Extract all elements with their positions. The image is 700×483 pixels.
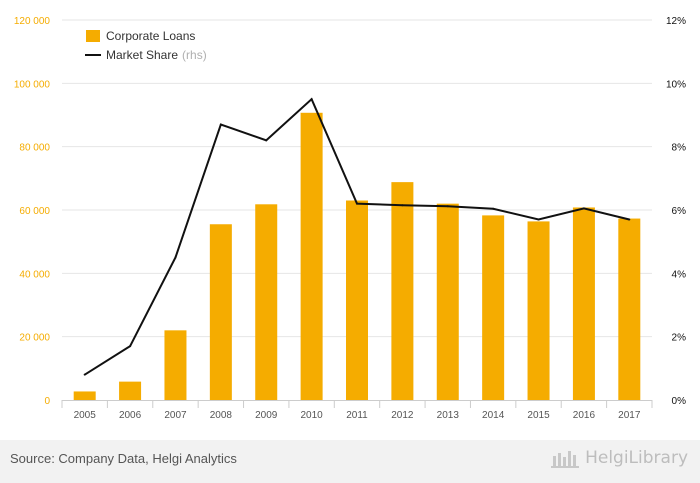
x-tick-label: 2010 bbox=[300, 410, 323, 421]
line-point-2007 bbox=[174, 256, 177, 259]
y-right-tick-label: 10% bbox=[666, 79, 686, 90]
x-tick-label: 2009 bbox=[255, 410, 278, 421]
line-point-2014 bbox=[492, 207, 495, 210]
right-axis: 0% 2% 4% 6% 8% 10% 12% bbox=[666, 16, 686, 407]
y-right-tick-label: 6% bbox=[672, 206, 687, 217]
x-tick-label: 2017 bbox=[618, 410, 641, 421]
brand-name: HelgiLibrary bbox=[585, 448, 688, 468]
legend: Corporate Loans Market Share (rhs) bbox=[85, 29, 207, 62]
line-point-2008 bbox=[219, 123, 222, 126]
bar-2006 bbox=[119, 381, 142, 400]
legend-label-corporate-loans: Corporate Loans bbox=[106, 29, 195, 43]
bar-2014 bbox=[482, 215, 505, 400]
line-point-2010 bbox=[310, 98, 313, 101]
line-point-2016 bbox=[582, 207, 585, 210]
x-tick-label: 2007 bbox=[164, 410, 187, 421]
x-tick-label: 2013 bbox=[437, 410, 460, 421]
x-tick-label: 2005 bbox=[74, 410, 97, 421]
y-left-tick-label: 40 000 bbox=[19, 269, 50, 280]
bar-2017 bbox=[618, 218, 641, 400]
line-point-2009 bbox=[265, 139, 268, 142]
y-left-tick-label: 20 000 bbox=[19, 333, 50, 344]
line-point-2006 bbox=[129, 345, 132, 348]
bar-series bbox=[73, 112, 641, 401]
x-tick-label: 2015 bbox=[527, 410, 550, 421]
x-tick-label: 2014 bbox=[482, 410, 505, 421]
y-right-tick-label: 4% bbox=[672, 269, 687, 280]
line-series bbox=[83, 97, 631, 376]
legend-swatch-corporate-loans bbox=[86, 30, 100, 42]
bar-2016 bbox=[572, 207, 595, 400]
x-tick-label: 2016 bbox=[573, 410, 596, 421]
footer: Source: Company Data, Helgi Analytics He… bbox=[0, 440, 700, 483]
x-axis: 2005 2006 2007 2008 2009 2010 2011 2012 2013 2014… bbox=[61, 400, 653, 421]
x-tick-label: 2011 bbox=[346, 410, 368, 421]
y-right-tick-label: 0% bbox=[672, 396, 687, 407]
bar-2011 bbox=[346, 200, 368, 400]
x-tick-label: 2012 bbox=[391, 410, 414, 421]
line-point-2017 bbox=[628, 218, 631, 221]
bar-2005 bbox=[73, 391, 96, 400]
line-point-2012 bbox=[401, 204, 404, 207]
y-left-tick-label: 100 000 bbox=[14, 79, 51, 90]
source-text: Source: Company Data, Helgi Analytics bbox=[10, 451, 237, 466]
chart: 0 20 000 40 000 60 000 80 000 100 000 120 000 … bbox=[14, 16, 686, 421]
bar-2010 bbox=[300, 112, 323, 401]
y-right-tick-label: 2% bbox=[672, 333, 687, 344]
legend-series-suffix: (rhs) bbox=[182, 48, 207, 62]
x-tick-label: 2006 bbox=[119, 410, 142, 421]
bar-2013 bbox=[436, 203, 459, 400]
line-point-2013 bbox=[446, 205, 449, 208]
bar-2015 bbox=[527, 221, 550, 400]
bar-2012 bbox=[391, 182, 414, 400]
bar-2009 bbox=[255, 204, 278, 400]
y-right-tick-label: 8% bbox=[672, 143, 687, 154]
line-point-2005 bbox=[83, 373, 86, 376]
legend-series-name: Market Share bbox=[106, 48, 178, 62]
y-right-tick-label: 12% bbox=[666, 16, 686, 27]
y-left-tick-label: 120 000 bbox=[14, 16, 51, 27]
y-left-tick-label: 0 bbox=[44, 396, 50, 407]
legend-label-market-share: Market Share (rhs) bbox=[106, 48, 207, 62]
line-point-2015 bbox=[537, 218, 540, 221]
brand-logo: HelgiLibrary bbox=[551, 448, 688, 468]
bar-2008 bbox=[209, 224, 232, 400]
line-point-2011 bbox=[356, 202, 358, 205]
left-axis: 0 20 000 40 000 60 000 80 000 100 000 120 000 bbox=[14, 16, 51, 407]
y-left-tick-label: 80 000 bbox=[19, 143, 50, 154]
y-left-tick-label: 60 000 bbox=[19, 206, 50, 217]
library-icon bbox=[551, 451, 580, 468]
bar-2007 bbox=[164, 330, 187, 400]
x-tick-label: 2008 bbox=[210, 410, 233, 421]
